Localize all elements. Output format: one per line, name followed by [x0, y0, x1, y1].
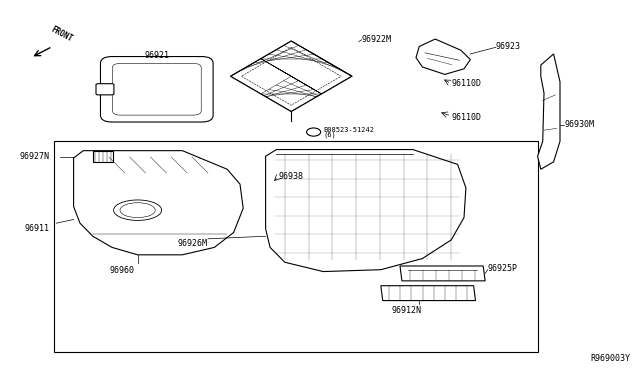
Text: 96926M: 96926M — [178, 239, 208, 248]
FancyBboxPatch shape — [100, 57, 213, 122]
Text: 96927N: 96927N — [19, 152, 49, 161]
Text: FRONT: FRONT — [50, 25, 75, 44]
Text: 96110D: 96110D — [451, 79, 481, 88]
Polygon shape — [224, 76, 291, 115]
Text: 96921: 96921 — [144, 51, 170, 60]
Polygon shape — [230, 37, 298, 76]
Text: 96960: 96960 — [109, 266, 134, 275]
Polygon shape — [74, 151, 243, 255]
Polygon shape — [230, 41, 352, 112]
Text: 96925P: 96925P — [488, 264, 518, 273]
Text: 96110D: 96110D — [451, 113, 481, 122]
Text: 96930M: 96930M — [564, 120, 595, 129]
Text: R969003Y: R969003Y — [590, 354, 630, 363]
Text: 96938: 96938 — [278, 172, 303, 181]
Polygon shape — [381, 286, 476, 301]
FancyBboxPatch shape — [96, 84, 114, 95]
Text: 96922M: 96922M — [362, 35, 392, 44]
Text: (6): (6) — [323, 132, 336, 138]
Polygon shape — [538, 54, 560, 169]
FancyBboxPatch shape — [113, 64, 201, 115]
Text: B08523-51242: B08523-51242 — [323, 127, 374, 133]
Polygon shape — [400, 266, 485, 281]
Text: 96911: 96911 — [24, 224, 49, 233]
Polygon shape — [93, 151, 113, 162]
Polygon shape — [416, 39, 470, 74]
Bar — [54, 141, 538, 352]
Polygon shape — [266, 150, 466, 272]
Polygon shape — [291, 37, 358, 76]
Text: 96923: 96923 — [496, 42, 521, 51]
Polygon shape — [285, 76, 358, 115]
Text: 96912N: 96912N — [392, 306, 421, 315]
